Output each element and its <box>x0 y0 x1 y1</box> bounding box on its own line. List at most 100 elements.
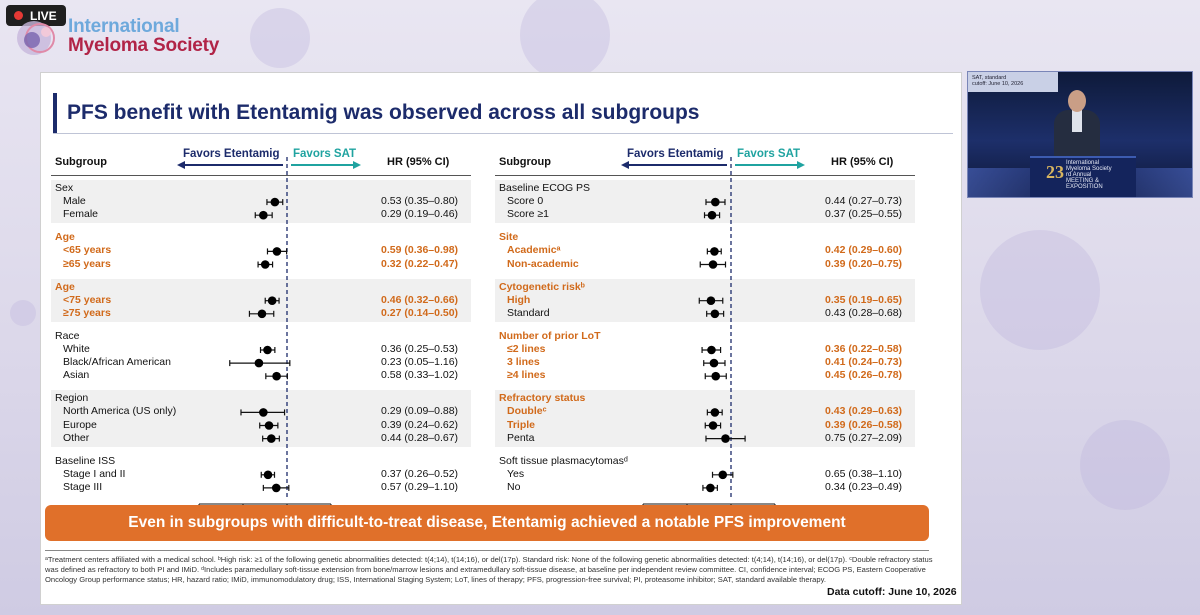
header-rule <box>51 175 471 176</box>
footnote-text: ᵃTreatment centers affiliated with a med… <box>45 555 933 584</box>
hazard-ratio-point <box>257 309 267 319</box>
subgroup-band <box>495 390 915 447</box>
hazard-ratio-point <box>710 247 719 256</box>
arrowhead-right-icon <box>353 161 361 169</box>
hazard-ratio-value: 0.58 (0.33–1.02) <box>381 369 459 382</box>
hazard-ratio-point <box>709 358 719 368</box>
podium-text-line: Myeloma Society <box>1066 166 1112 172</box>
hazard-ratio-point <box>267 434 276 443</box>
arrowhead-right-icon <box>797 161 805 169</box>
subgroup-row-label: Penta <box>507 431 535 444</box>
subgroup-row-label: Asian <box>63 369 90 382</box>
hazard-ratio-point <box>263 470 273 480</box>
podium-text-line: International <box>1066 160 1100 166</box>
hazard-ratio-value: 0.34 (0.23–0.49) <box>825 480 903 493</box>
header-rule <box>495 175 915 176</box>
hazard-ratio-value: 0.36 (0.25–0.53) <box>381 343 459 355</box>
hazard-ratio-point <box>708 260 718 269</box>
hazard-ratio-point <box>710 309 720 319</box>
hazard-ratio-point <box>706 483 715 493</box>
subgroup-row-label: Europe <box>63 418 97 431</box>
hazard-ratio-value: 0.36 (0.22–0.58) <box>825 343 903 355</box>
subgroup-row-label: Other <box>63 431 90 444</box>
subgroup-band <box>51 390 471 447</box>
hazard-ratio-point <box>264 421 274 430</box>
hazard-ratio-point <box>270 197 280 207</box>
hazard-ratio-value: 0.59 (0.36–0.98) <box>381 244 459 257</box>
speaker-video[interactable]: SAT, standard cutoff: June 10, 2026 23 I… <box>967 71 1193 198</box>
hazard-ratio-point <box>263 345 272 355</box>
subgroup-heading: Number of prior LoT <box>499 329 601 342</box>
subgroup-heading: Site <box>499 231 519 244</box>
hazard-ratio-value: 0.37 (0.26–0.52) <box>381 467 459 480</box>
data-cutoff: Data cutoff: June 10, 2026 <box>827 586 957 598</box>
subgroup-row-label: White <box>63 343 90 355</box>
live-dot-icon <box>14 11 23 20</box>
subgroup-row-label: Male <box>63 195 86 208</box>
video-screen-line: SAT, standard <box>972 75 1007 81</box>
speaker-head <box>1068 90 1086 112</box>
podium-text: International Myeloma Society rd Annual … <box>1066 160 1112 190</box>
podium-text-line: rd Annual <box>1066 172 1092 178</box>
background-bubble <box>520 0 610 80</box>
hazard-ratio-point <box>259 408 268 417</box>
hazard-ratio-point <box>254 358 264 368</box>
subgroup-heading: Cytogenetic riskᵇ <box>499 280 585 293</box>
video-screen-line: cutoff: June 10, 2026 <box>972 81 1024 87</box>
subgroup-heading: Region <box>55 392 89 405</box>
live-badge: LIVE <box>6 5 66 26</box>
logo-line-2: Myeloma Society <box>68 35 220 56</box>
hazard-ratio-value: 0.39 (0.24–0.62) <box>381 418 459 431</box>
forest-plot-left: Subgroup Favors Etentamig Favors SAT HR (95… <box>51 147 471 523</box>
subgroup-row-label: Score 0 <box>507 195 544 208</box>
hr-column-header: HR (95% CI) <box>387 156 450 168</box>
subgroup-row-label: ≤2 lines <box>507 343 546 355</box>
background-bubble <box>980 230 1100 350</box>
subgroup-heading: Baseline ISS <box>55 454 116 467</box>
hazard-ratio-point <box>711 197 720 207</box>
video-screen-text: SAT, standard cutoff: June 10, 2026 <box>972 75 1023 87</box>
subgroup-row-label: <75 years <box>63 293 112 306</box>
logo-line-1: International <box>68 16 180 37</box>
hazard-ratio-point <box>718 470 728 480</box>
background-bubble <box>10 300 36 326</box>
subgroup-row-label: Doubleᶜ <box>507 405 547 418</box>
hazard-ratio-value: 0.41 (0.24–0.73) <box>825 356 903 369</box>
favors-etentamig-label: Favors Etentamig <box>183 148 280 160</box>
hazard-ratio-value: 0.27 (0.14–0.50) <box>381 306 459 319</box>
speaker-shirt <box>1072 110 1082 132</box>
subgroup-header: Subgroup <box>499 156 551 168</box>
background-bubble <box>1080 420 1170 510</box>
video-background-screen: SAT, standard cutoff: June 10, 2026 <box>968 72 1058 92</box>
hazard-ratio-point <box>708 421 718 430</box>
arrowhead-left-icon <box>621 161 629 169</box>
subgroup-row-label: ≥65 years <box>63 257 111 270</box>
podium: 23 International Myeloma Society rd Annu… <box>1030 156 1136 197</box>
hazard-ratio-value: 0.39 (0.20–0.75) <box>825 257 903 270</box>
subgroup-row-label: Stage I and II <box>63 467 126 480</box>
podium-text-line: EXPOSITION <box>1066 184 1103 190</box>
ims-logo[interactable]: International Myeloma Society <box>12 14 222 56</box>
hazard-ratio-point <box>271 483 281 493</box>
hazard-ratio-value: 0.57 (0.29–1.10) <box>381 480 459 493</box>
hazard-ratio-value: 0.43 (0.29–0.63) <box>825 405 903 418</box>
subgroup-heading: Race <box>55 329 80 342</box>
hazard-ratio-point <box>710 408 720 417</box>
background-bubble <box>250 8 310 68</box>
subgroup-heading: Soft tissue plasmacytomasᵈ <box>499 454 628 467</box>
subgroup-row-label: North America (US only) <box>63 405 177 418</box>
footnote-divider <box>45 550 929 551</box>
title-accent-bar <box>53 93 57 133</box>
hazard-ratio-value: 0.29 (0.19–0.46) <box>381 208 459 221</box>
subgroup-heading: Baseline ECOG PS <box>499 182 591 194</box>
subgroup-row-label: Standard <box>507 306 550 319</box>
myeloma-cell-icon <box>17 21 55 55</box>
hazard-ratio-value: 0.32 (0.22–0.47) <box>381 257 459 270</box>
forest-plot-svg: 0.010.1110 <box>621 157 805 523</box>
subgroup-heading: Refractory status <box>499 392 586 405</box>
subgroup-header: Subgroup <box>55 156 107 168</box>
subgroup-row-label: <65 years <box>63 244 112 257</box>
subgroup-heading: Age <box>55 231 75 244</box>
subgroup-row-label: Academicᵃ <box>507 244 561 257</box>
forest-plot-right: Subgroup Favors Etentamig Favors SAT HR (95… <box>495 147 915 523</box>
